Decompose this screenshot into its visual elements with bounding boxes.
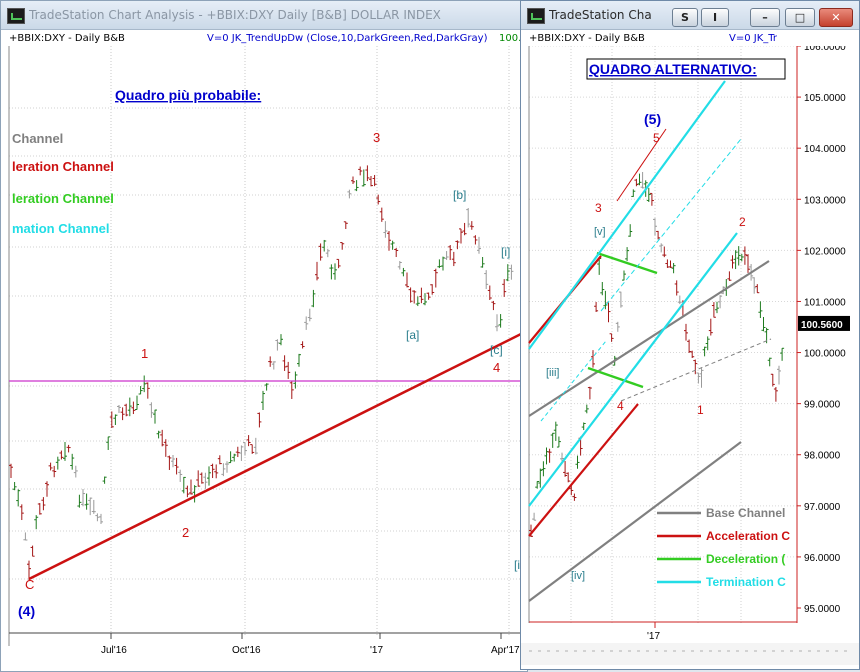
right-chart-header: +BBIX:DXY - Daily B&B V=0 JK_Tr [521, 30, 859, 46]
right-cyan-channel-upper [528, 80, 726, 350]
right-cyan-channel-dashed [600, 138, 742, 312]
right-indicator-label: V=0 JK_Tr [729, 33, 778, 44]
left-legend-item: mation Channel [12, 221, 110, 236]
right-chart-window[interactable]: TradeStation Cha S I – □ ✕ +BBIX:DXY - D… [520, 0, 860, 670]
right-price-axis: 106.0000 105.0000 104.0000 103.0000 102.0000… [521, 46, 859, 665]
right-wave-label: 5 [653, 131, 660, 145]
right-wave-labels: QUADRO ALTERNATIVO: (5) 5 3 [v] [iii] 4 [iv] 2 1 B… [546, 58, 790, 589]
right-trend-lines [528, 80, 772, 602]
left-chart-window[interactable]: TradeStation Chart Analysis - +BBIX:DXY … [0, 0, 528, 672]
left-time-tick-label: Jul'16 [101, 645, 127, 656]
left-heading: Quadro più probabile: [115, 87, 261, 103]
right-window-title: TradeStation Cha [549, 8, 652, 22]
left-titlebar[interactable]: TradeStation Chart Analysis - +BBIX:DXY … [1, 1, 527, 30]
right-wave-label: [iii] [546, 367, 559, 379]
left-grid [8, 46, 527, 646]
left-legend-item: Channel [12, 131, 63, 146]
right-wave-label: 3 [595, 201, 602, 215]
left-wave-label: [c] [490, 343, 503, 357]
right-cyan-channel-dashed-lower [540, 340, 607, 422]
minimize-button[interactable]: – [750, 8, 780, 27]
right-gray-channel-upper [528, 260, 770, 417]
right-titlebar[interactable]: TradeStation Cha S I – □ ✕ [521, 1, 859, 30]
right-price-tick-label: 97.0000 [804, 502, 841, 513]
last-price-label: 100.5600 [801, 320, 843, 331]
left-price-bars [9, 165, 514, 580]
left-red-trendline [28, 329, 527, 581]
right-price-tick-label: 98.0000 [804, 451, 841, 462]
right-red-channel-thin [616, 128, 667, 202]
last-price-badge [798, 315, 850, 331]
left-symbol-label: +BBIX:DXY - Daily B&B [9, 33, 125, 44]
right-price-tick-label: 103.0000 [804, 195, 846, 206]
left-time-axis: Jul'16 Oct'16 '17 Apr'17 [101, 633, 520, 656]
right-gray-channel-lower [528, 441, 742, 602]
left-wave-labels: Quadro più probabile: Channel leration Cha… [12, 87, 520, 619]
right-price-tick-label: 105.0000 [804, 93, 846, 104]
right-price-tick-label: 96.0000 [804, 553, 841, 564]
tradestation-app-icon [7, 8, 25, 24]
legend-label-termination-channel: Termination C [706, 575, 786, 589]
left-time-tick-label: Apr'17 [491, 645, 520, 656]
left-time-tick-label: Oct'16 [232, 645, 261, 656]
s-button[interactable]: S [672, 8, 698, 27]
legend-label-base-channel: Base Channel [706, 506, 785, 520]
right-red-channel-lower [528, 403, 639, 537]
left-legend-item: leration Channel [12, 159, 114, 174]
right-heading: QUADRO ALTERNATIVO: [589, 61, 757, 77]
maximize-button[interactable]: □ [785, 8, 815, 27]
left-wave-label: [i [514, 558, 520, 572]
left-indicator-label: V=0 JK_TrendUpDw (Close,10,DarkGreen,Red… [207, 33, 488, 44]
right-time-tick-label: '17 [647, 631, 660, 642]
left-wave-label: 3 [373, 130, 380, 145]
right-wave-label: 4 [617, 399, 624, 413]
left-chart-header: +BBIX:DXY - Daily B&B V=0 JK_TrendUpDw (… [1, 30, 527, 46]
left-wave-label: C [25, 577, 34, 592]
right-price-tick-label: 95.0000 [804, 604, 841, 615]
right-wave-label: 2 [739, 215, 746, 229]
right-wave-label: [v] [594, 226, 606, 238]
i-button[interactable]: I [701, 8, 729, 27]
right-price-bars [529, 171, 785, 538]
left-wave-label: (4) [18, 603, 35, 619]
right-cyan-channel-lower [528, 232, 738, 507]
right-price-tick-label: 100.0000 [804, 349, 846, 360]
right-price-chart[interactable]: QUADRO ALTERNATIVO: (5) 5 3 [v] [iii] 4 [iv] 2 1 B… [521, 46, 859, 669]
right-grid [528, 46, 798, 623]
left-indicator-value: 100.2 [499, 33, 528, 44]
right-wave-label: (5) [644, 111, 661, 127]
tradestation-app-icon [527, 8, 545, 24]
right-price-tick-label: 102.0000 [804, 246, 846, 257]
left-wave-label: [b] [453, 188, 466, 202]
left-wave-label: [i] [501, 245, 510, 259]
left-window-title: TradeStation Chart Analysis - +BBIX:DXY … [29, 8, 441, 22]
left-price-chart[interactable]: Quadro più probabile: Channel leration Cha… [1, 46, 527, 671]
left-wave-label: 4 [493, 360, 500, 375]
left-time-tick-label: '17 [370, 645, 383, 656]
right-green-channel-upper [596, 251, 658, 275]
right-wave-label: 1 [697, 403, 704, 417]
right-heading-box [586, 58, 786, 80]
right-green-channel-lower [587, 366, 644, 389]
right-bottom-strip [521, 643, 859, 665]
right-symbol-label: +BBIX:DXY - Daily B&B [529, 33, 645, 44]
legend-label-deceleration-channel: Deceleration ( [706, 552, 785, 566]
right-price-tick-label: 99.0000 [804, 400, 841, 411]
right-wave-label: [iv] [571, 570, 585, 582]
left-trend-lines [9, 329, 527, 581]
right-price-tick-label: 101.0000 [804, 297, 846, 308]
left-wave-label: [a] [406, 328, 419, 342]
right-gray-channel-dashed [620, 338, 772, 402]
left-wave-label: 1 [141, 346, 148, 361]
right-price-tick-label: 104.0000 [804, 144, 846, 155]
left-wave-label: 2 [182, 525, 189, 540]
close-button[interactable]: ✕ [819, 8, 853, 27]
right-price-tick-label: 106.0000 [804, 46, 846, 53]
legend-label-acceleration-channel: Acceleration C [706, 529, 790, 543]
left-legend-item: leration Channel [12, 191, 114, 206]
